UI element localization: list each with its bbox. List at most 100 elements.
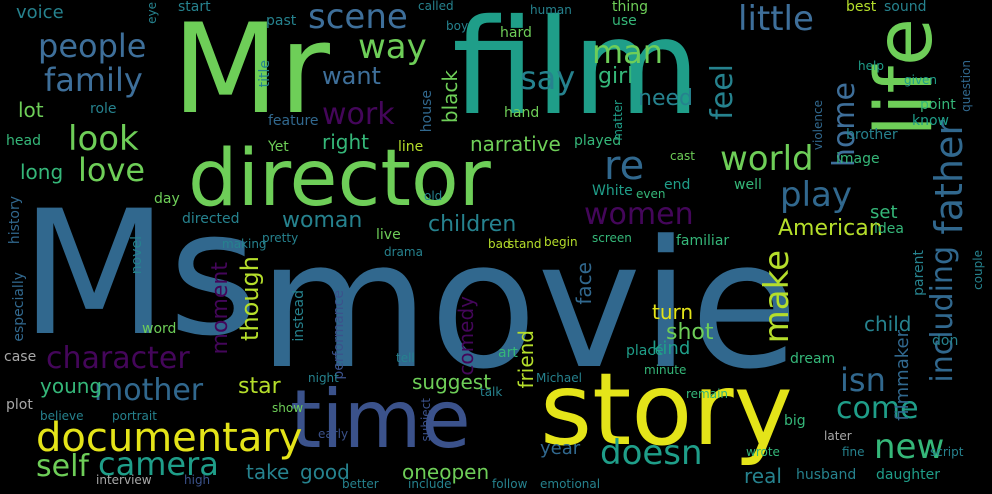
word-case: case — [4, 349, 37, 365]
word-help: help — [858, 59, 884, 73]
word-role: role — [90, 101, 117, 117]
word-stand: stand — [508, 237, 542, 251]
word-best: best — [846, 0, 877, 15]
word-black: black — [438, 70, 462, 124]
word-camera: camera — [98, 445, 219, 483]
word-include: include — [408, 477, 452, 491]
word-want: want — [322, 62, 381, 90]
word-young: young — [40, 374, 103, 398]
word-cast: cast — [670, 149, 695, 163]
word-make: make — [757, 250, 797, 344]
word-though: though — [236, 256, 264, 341]
word-night: night — [308, 371, 339, 385]
word-father: father — [927, 120, 971, 235]
word-use: use — [612, 13, 637, 29]
word-ms: Ms — [20, 173, 259, 374]
word-title: title — [257, 60, 273, 88]
word-good: good — [300, 460, 350, 484]
word-word: word — [142, 321, 177, 337]
word-performance: performance — [331, 290, 347, 380]
word-parent: parent — [911, 250, 927, 296]
word-thing: thing — [612, 0, 649, 15]
word-eye: eye — [145, 2, 159, 24]
word-look: look — [68, 119, 139, 159]
word-mother: mother — [94, 373, 204, 408]
word-year: year — [540, 438, 581, 459]
word-tell: tell — [396, 351, 415, 365]
word-big: big — [784, 413, 806, 429]
word-question: question — [959, 60, 973, 112]
word-history: history — [7, 196, 23, 245]
word-need: need — [638, 86, 693, 111]
word-mr: Mr — [172, 0, 330, 142]
word-people: people — [38, 27, 147, 65]
word-sound: sound — [884, 0, 927, 15]
word-dream: dream — [790, 351, 836, 367]
word-wrote: wrote — [746, 445, 780, 459]
word-even: even — [636, 187, 666, 201]
word-long: long — [20, 160, 64, 184]
word-follow: follow — [492, 477, 528, 491]
word-woman: woman — [282, 208, 363, 233]
word-comedy: comedy — [454, 296, 478, 376]
word-little: little — [738, 0, 814, 39]
word-voice: voice — [16, 2, 64, 23]
word-film: film — [452, 0, 701, 145]
word-daughter: daughter — [876, 467, 940, 483]
word-know: know — [912, 113, 949, 129]
word-self: self — [36, 449, 89, 484]
word-played: played — [574, 133, 622, 149]
word-old: old — [424, 189, 443, 203]
word-live: live — [376, 227, 401, 243]
word-husband: husband — [796, 467, 857, 483]
word-making: making — [222, 237, 267, 251]
word-american: American — [778, 216, 883, 241]
word-show: show — [272, 401, 304, 415]
word-screen: screen — [592, 231, 632, 245]
word-line: line — [398, 139, 424, 155]
word-right: right — [322, 130, 369, 154]
word-bad: bad — [488, 237, 511, 251]
word-image: image — [836, 151, 880, 167]
word-real: real — [744, 464, 782, 488]
word-boy: boy — [446, 19, 469, 33]
word-friend: friend — [514, 330, 538, 389]
word-new: new — [874, 427, 945, 467]
word-lot: lot — [18, 98, 44, 122]
word-especially: especially — [11, 272, 27, 342]
word-re: re — [604, 143, 645, 189]
word-better: better — [342, 477, 379, 491]
word-isn: isn — [840, 361, 886, 399]
word-turn: turn — [652, 300, 694, 324]
word-drama: drama — [384, 245, 423, 259]
word-star: star — [238, 374, 281, 399]
word-couple: couple — [971, 250, 985, 290]
word-violence: violence — [811, 100, 825, 151]
word-believe: believe — [40, 409, 84, 423]
word-movie: movie — [258, 203, 799, 408]
word-white: White — [592, 183, 633, 199]
word-instead: instead — [291, 290, 307, 342]
word-emotional: emotional — [540, 477, 601, 491]
word-art: art — [498, 345, 518, 361]
word-character: character — [46, 341, 190, 376]
word-novel: novel — [129, 236, 145, 275]
word-shot: shot — [666, 320, 714, 345]
word-don: don — [932, 333, 959, 349]
word-kind: kind — [652, 338, 691, 359]
word-past: past — [266, 13, 297, 29]
word-given: given — [904, 73, 938, 87]
word-directed: directed — [182, 211, 240, 227]
word-hand: hand — [504, 105, 540, 121]
word-world: world — [720, 139, 814, 179]
word-child: child — [864, 312, 912, 336]
word-scene: scene — [308, 0, 408, 37]
word-called: called — [418, 0, 454, 13]
word-feature: feature — [268, 113, 319, 129]
word-narrative: narrative — [470, 132, 561, 156]
word-script: script — [930, 445, 964, 459]
word-time: time — [290, 373, 471, 466]
word-plot: plot — [6, 397, 33, 413]
word-man: man — [592, 33, 664, 71]
word-set: set — [870, 202, 898, 223]
